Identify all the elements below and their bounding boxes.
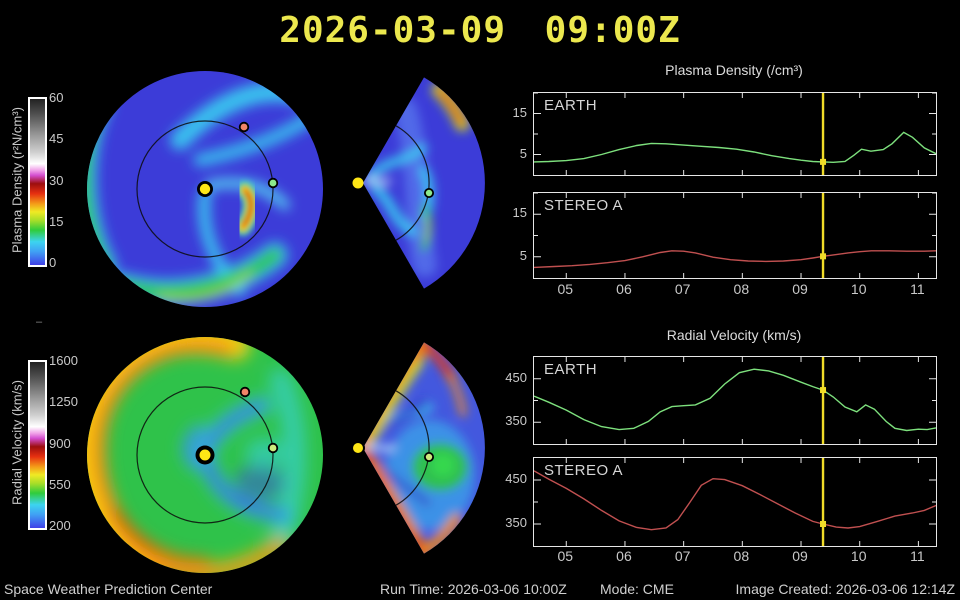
sun-marker <box>352 177 364 189</box>
x-tick-label: 09 <box>792 548 808 564</box>
sun-marker <box>197 181 213 197</box>
y-tick-label: 15 <box>512 104 527 120</box>
orbit-arc <box>395 125 430 241</box>
velocity-chart-title: Radial Velocity (km/s) <box>666 327 802 343</box>
y-tick-label: 350 <box>505 515 527 530</box>
velocity-colorbar-ticks: 1600 1250 900 550 200 <box>49 353 78 533</box>
time-marker-dot <box>820 521 827 527</box>
density-stereo-panel: STEREO A <box>533 192 937 279</box>
footer-run-time: Run Time: 2026-03-06 10:00Z <box>380 581 567 597</box>
density-chart-title: Plasma Density (/cm³) <box>665 62 803 78</box>
x-tick-label: 09 <box>792 281 808 297</box>
timeseries-plot <box>534 93 936 175</box>
y-tick-label: 350 <box>505 413 527 429</box>
page-title: 2026-03-09 09:00Z <box>279 10 681 51</box>
plasma-density-polar-map <box>87 71 323 307</box>
radial-velocity-meridional-map <box>351 342 485 554</box>
orbit-ring <box>136 120 274 258</box>
station-label: STEREO A <box>544 462 624 479</box>
footer-image-created: Image Created: 2026-03-06 12:14Z <box>735 581 955 597</box>
footer-center-name: Space Weather Prediction Center <box>4 581 213 597</box>
y-tick-label: 450 <box>505 471 527 486</box>
y-tick-label: 450 <box>505 369 527 385</box>
velocity-earth-panel: EARTH <box>533 356 937 445</box>
sun-marker <box>195 445 215 465</box>
y-tick-label: 5 <box>519 247 527 263</box>
density-earth-panel: EARTH <box>533 92 937 176</box>
series-line <box>534 250 936 269</box>
earth-marker <box>424 188 434 198</box>
earth-marker <box>267 177 279 189</box>
x-tick-label: 10 <box>850 548 867 564</box>
series-line <box>534 131 936 164</box>
x-tick-label: 06 <box>616 548 632 564</box>
earth-marker <box>424 452 434 462</box>
series-line <box>534 368 936 432</box>
x-tick-label: 08 <box>733 281 750 297</box>
velocity-stereo-panel: STEREO A <box>533 457 937 547</box>
plasma-density-meridional-map <box>352 77 485 289</box>
x-tick-label: 11 <box>910 281 925 297</box>
time-marker-dot <box>820 158 827 165</box>
series-line <box>534 470 936 531</box>
stereo-a-marker <box>238 121 250 133</box>
stray-tick-dash: – <box>36 316 43 328</box>
x-tick-label: 08 <box>733 548 750 564</box>
timeseries-plot <box>534 458 936 546</box>
timeseries-plot <box>534 193 936 278</box>
x-tick-label: 07 <box>674 548 691 564</box>
velocity-colorbar-label: Radial Velocity (km/s) <box>9 380 25 506</box>
timeseries-plot <box>534 357 936 444</box>
x-tick-label: 07 <box>674 281 691 297</box>
x-tick-label: 10 <box>850 281 867 297</box>
y-tick-label: 15 <box>512 205 527 221</box>
station-label: STEREO A <box>544 197 624 214</box>
x-tick-label: 05 <box>557 548 574 564</box>
time-marker-dot <box>820 253 827 260</box>
orbit-arc <box>395 390 430 506</box>
orbit-ring <box>136 386 274 524</box>
stereo-a-marker <box>239 386 251 398</box>
density-colorbar-label: Plasma Density (r²N/cm³) <box>9 107 25 253</box>
density-colorbar <box>28 97 47 267</box>
x-tick-label: 05 <box>557 281 574 297</box>
velocity-colorbar <box>28 360 47 530</box>
x-tick-label: 11 <box>910 548 925 564</box>
station-label: EARTH <box>544 361 598 378</box>
y-tick-label: 5 <box>519 145 527 161</box>
earth-marker <box>267 442 279 454</box>
density-colorbar-ticks: 60 45 30 15 0 <box>49 90 64 270</box>
cme-blob <box>234 181 261 236</box>
sun-marker <box>351 441 365 455</box>
footer-mode: Mode: CME <box>600 581 674 597</box>
x-tick-label: 06 <box>616 281 632 297</box>
radial-velocity-polar-map <box>87 337 323 573</box>
station-label: EARTH <box>544 97 598 114</box>
time-marker-dot <box>820 387 827 394</box>
